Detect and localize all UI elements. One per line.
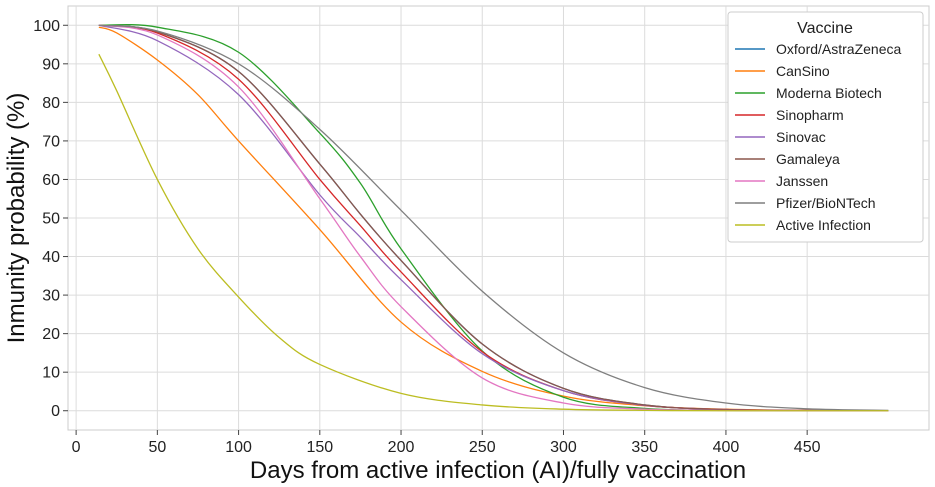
y-tick-label: 30 <box>42 288 60 305</box>
series-line-active-infection <box>98 53 889 412</box>
legend-label-sinopharm: Sinopharm <box>776 107 844 123</box>
y-tick-label: 20 <box>42 326 60 343</box>
tick-labels: 0 10 20 30 40 50 60 70 80 90 100 0 50 100 150 200 250 300… <box>33 18 820 456</box>
y-tick-label: 90 <box>42 56 60 73</box>
legend-box <box>727 11 924 243</box>
x-tick-label: 100 <box>225 439 252 456</box>
y-tick-label: 100 <box>33 18 60 35</box>
y-tick-label: 0 <box>51 403 60 420</box>
x-tick-label: 250 <box>469 439 496 456</box>
x-tick-label: 350 <box>631 439 658 456</box>
legend-label-janssen: Janssen <box>776 173 828 189</box>
y-tick-label: 10 <box>42 365 60 382</box>
series-line-pfizer-biontech <box>98 24 889 411</box>
x-tick-label: 200 <box>388 439 415 456</box>
legend-label-active-infection: Active Infection <box>776 217 871 233</box>
y-tick-label: 40 <box>42 249 60 266</box>
x-tick-label: 150 <box>306 439 333 456</box>
legend-label-sinovac: Sinovac <box>776 129 826 145</box>
legend-label-gamaleya: Gamaleya <box>776 151 840 167</box>
series-lines <box>98 24 889 412</box>
legend: Vaccine Oxford/AstraZeneca CanSino Moderna… <box>727 11 924 243</box>
y-axis-label: Inmunity probability (%) <box>3 93 30 344</box>
legend-title: Vaccine <box>797 20 853 37</box>
series-line-gamaleya <box>98 24 889 412</box>
x-tick-label: 450 <box>794 439 821 456</box>
y-tick-label: 70 <box>42 133 60 150</box>
legend-label-cansino: CanSino <box>776 63 830 79</box>
legend-label-pfizer-biontech: Pfizer/BioNTech <box>776 195 876 211</box>
legend-label-oxford-astrazeneca: Oxford/AstraZeneca <box>776 41 901 57</box>
legend-items: Oxford/AstraZeneca CanSino Moderna Biotech… <box>735 41 901 233</box>
y-tick-label: 50 <box>42 211 60 228</box>
x-tick-label: 300 <box>550 439 577 456</box>
x-axis-label: Days from active infection (AI)/fully va… <box>250 457 746 484</box>
x-tick-label: 50 <box>148 439 166 456</box>
y-tick-label: 60 <box>42 172 60 189</box>
x-tick-label: 0 <box>72 439 81 456</box>
x-tick-label: 400 <box>713 439 740 456</box>
y-tick-label: 80 <box>42 95 60 112</box>
legend-label-moderna-biotech: Moderna Biotech <box>776 85 882 101</box>
